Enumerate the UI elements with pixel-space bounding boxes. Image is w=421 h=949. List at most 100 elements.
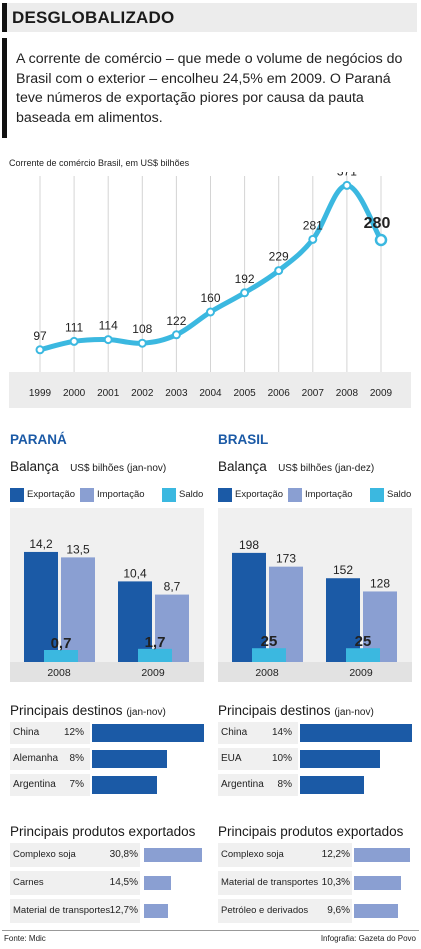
bar-label-saldo: 25 — [261, 633, 278, 650]
data-point — [171, 330, 181, 340]
bar-exportacao — [232, 552, 266, 662]
bar-label-exportacao: 10,4 — [123, 566, 147, 580]
bar-exportacao — [118, 581, 152, 662]
bar-saldo — [346, 648, 380, 662]
parana-produtos-chart: Complexo soja 30,8% Carnes 14,5% Material de… — [10, 843, 204, 927]
legend-swatch — [370, 488, 384, 502]
bar-label-saldo: 0,7 — [51, 635, 72, 652]
rank-category-label: China — [13, 727, 40, 738]
parana-destinos-period: (jan-nov) — [126, 707, 166, 718]
data-label: 111 — [65, 320, 84, 334]
bar-saldo — [252, 648, 286, 662]
bar-label-importacao: 8,7 — [164, 580, 181, 594]
rank-category-label: EUA — [221, 753, 242, 764]
rank-row — [218, 871, 352, 895]
data-point — [374, 233, 388, 247]
data-point — [308, 234, 318, 244]
x-tick-label: 2000 — [63, 388, 86, 399]
bar-exportacao — [326, 578, 360, 662]
data-point — [206, 307, 215, 317]
rank-bar — [92, 724, 204, 742]
bar-importacao — [269, 566, 303, 662]
rank-value-label: 12,7% — [109, 905, 138, 916]
rank-row — [218, 748, 298, 770]
rank-bar — [354, 848, 410, 862]
rank-value-label: 7% — [69, 779, 84, 790]
bar-label-importacao: 13,5 — [66, 542, 90, 556]
bar-label-saldo: 25 — [355, 633, 372, 650]
bar-axis-band — [218, 662, 412, 682]
rank-row — [10, 871, 140, 895]
legend-swatch — [218, 488, 232, 502]
line-axis-band — [9, 372, 411, 408]
rank-bar — [300, 750, 380, 768]
bar-label-exportacao: 14,2 — [29, 537, 53, 551]
brasil-balanca-label: Balança — [218, 459, 267, 474]
bar-label-exportacao: 198 — [239, 538, 259, 552]
rank-category-label: Argentina — [221, 779, 264, 790]
rank-row — [10, 774, 90, 796]
line-chart: 97 1999 111 2000 114 2001 108 2002 122 2003 160 200… — [9, 172, 411, 408]
brasil-produtos-chart: Complexo soja 12,2% Material de transporte… — [218, 843, 412, 927]
data-label: 160 — [200, 291, 220, 305]
rank-row — [10, 748, 90, 770]
line-chart-title: Corrente de comércio Brasil, em US$ bilh… — [9, 158, 190, 168]
legend-label: Saldo — [387, 489, 412, 500]
rank-value-label: 12,2% — [321, 849, 350, 860]
rank-value-label: 14% — [271, 727, 292, 738]
brasil-destinos-label: Principais destinos — [218, 703, 331, 718]
rank-row — [218, 722, 298, 744]
brasil-balanca-chart: 198 173 25 2008 152 128 25 2009 — [218, 538, 412, 682]
rank-value-label: 14,5% — [109, 877, 138, 888]
data-point — [35, 345, 45, 355]
rank-bar — [354, 904, 399, 918]
legend-label: Exportação — [27, 489, 76, 500]
rank-value-label: 8% — [277, 779, 292, 790]
data-label: 114 — [99, 319, 118, 333]
category-label: 2009 — [349, 667, 373, 679]
brasil-destinos-period: (jan-nov) — [334, 707, 374, 718]
rank-value-label: 9,6% — [327, 905, 350, 916]
rank-bar — [92, 776, 158, 794]
data-point — [240, 288, 250, 298]
rank-category-label: Argentina — [13, 779, 56, 790]
legend-swatch — [162, 488, 176, 502]
page-title: DESGLOBALIZADO — [12, 8, 175, 27]
data-label: 371 — [337, 172, 357, 178]
data-point — [69, 336, 79, 346]
brasil-balanca-title: Balança US$ bilhões (jan-dez) — [218, 459, 374, 474]
bar-saldo — [138, 648, 172, 662]
bar-label-saldo: 1,7 — [145, 634, 166, 651]
legend-label: Saldo — [179, 489, 204, 500]
rank-value-label: 30,8% — [109, 849, 138, 860]
brasil-balanca-unit: US$ bilhões (jan-dez) — [278, 463, 375, 474]
rank-value-label: 10,3% — [321, 877, 350, 888]
parana-produtos-title: Principais produtos exportados — [10, 824, 196, 839]
rank-bar — [300, 724, 412, 742]
data-label: 280 — [364, 215, 391, 232]
footer-credit: Infografia: Gazeta do Povo — [320, 934, 416, 943]
footer-source: Fonte: Mdic — [4, 934, 46, 943]
parana-destinos-label: Principais destinos — [10, 703, 123, 718]
rank-bar — [354, 876, 402, 890]
bar-saldo — [44, 650, 78, 662]
legend-label: Importação — [305, 489, 353, 500]
x-tick-label: 2008 — [336, 388, 359, 399]
x-tick-label: 2001 — [97, 388, 120, 399]
x-tick-label: 2009 — [370, 388, 393, 399]
data-label: 229 — [269, 250, 289, 264]
data-point — [103, 335, 113, 345]
x-tick-label: 2007 — [302, 388, 325, 399]
x-tick-label: 1999 — [29, 388, 52, 399]
data-label: 122 — [166, 314, 186, 328]
data-point — [342, 180, 352, 190]
rank-category-label: Alemanha — [13, 753, 59, 764]
rank-bar — [144, 876, 172, 890]
data-label: 108 — [132, 322, 152, 336]
parana-destinos-chart: China 12% Alemanha 8% Argentina 7% — [10, 722, 204, 800]
rank-category-label: Material de transportes — [221, 877, 319, 888]
rank-row — [10, 899, 140, 923]
brasil-produtos-title: Principais produtos exportados — [218, 824, 404, 839]
rank-row — [218, 774, 298, 796]
legend-swatch — [80, 488, 94, 502]
